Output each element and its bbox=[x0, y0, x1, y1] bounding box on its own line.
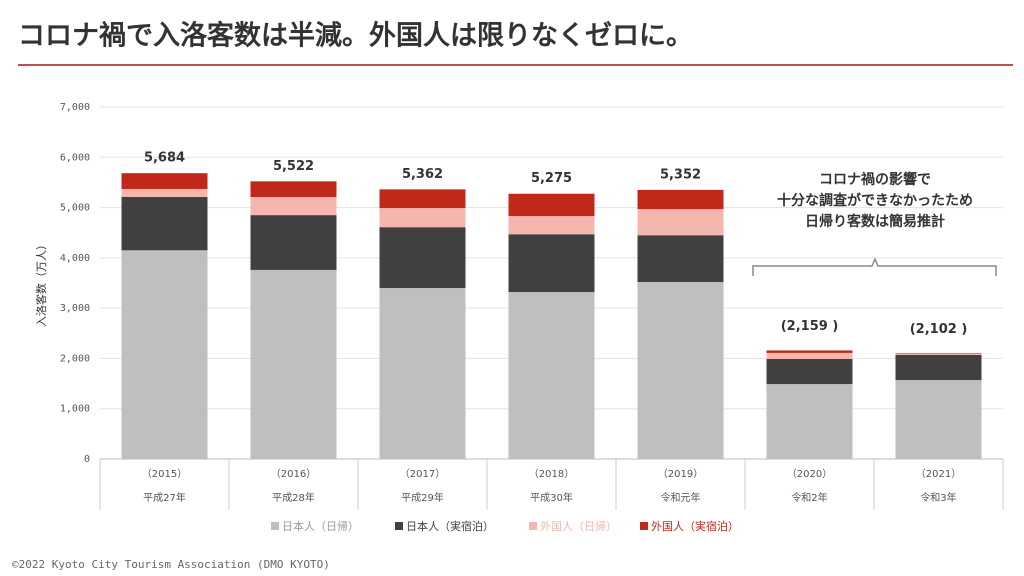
total-label: 5,275 bbox=[531, 171, 572, 186]
bar-segment bbox=[379, 288, 466, 459]
x-tick-label: （2021） bbox=[916, 468, 961, 480]
bar-segment bbox=[121, 197, 208, 251]
bar-segment bbox=[766, 350, 853, 353]
total-label: (2,159 ) bbox=[781, 319, 839, 334]
legend-label: 外国人（実宿泊） bbox=[651, 519, 739, 533]
bar-segment bbox=[766, 384, 853, 459]
y-tick-label: 5,000 bbox=[60, 203, 90, 214]
y-tick-label: 3,000 bbox=[60, 303, 90, 314]
bar-segment bbox=[250, 269, 337, 459]
x-tick-label: （2019） bbox=[658, 468, 703, 480]
annotation: 日帰り客数は簡易推計 bbox=[805, 213, 945, 230]
bar-segment bbox=[121, 173, 208, 189]
bar-segment bbox=[379, 227, 466, 289]
total-label: 5,522 bbox=[273, 159, 314, 174]
bar-segment bbox=[250, 197, 337, 216]
x-sub-label: 令和3年 bbox=[920, 491, 956, 504]
total-label: (2,102 ) bbox=[910, 322, 968, 337]
legend-swatch bbox=[640, 522, 648, 530]
x-sub-label: 令和元年 bbox=[661, 491, 701, 504]
bar-segment bbox=[250, 181, 337, 198]
x-sub-label: 平成29年 bbox=[401, 491, 444, 504]
legend-label: 日本人（日帰） bbox=[282, 519, 359, 533]
bar-segment bbox=[121, 188, 208, 198]
y-axis-label: 入洛客数（万人） bbox=[34, 239, 48, 327]
x-sub-label: 令和2年 bbox=[791, 491, 827, 504]
legend-swatch bbox=[529, 522, 537, 530]
total-label: 5,352 bbox=[660, 167, 701, 182]
x-sub-label: 平成30年 bbox=[530, 491, 573, 504]
x-tick-label: （2016） bbox=[271, 468, 316, 480]
legend-label: 日本人（実宿泊） bbox=[406, 519, 494, 533]
total-label: 5,362 bbox=[402, 167, 443, 182]
bar-segment bbox=[637, 235, 724, 282]
y-tick-label: 4,000 bbox=[60, 253, 90, 264]
bar-segment bbox=[250, 215, 337, 270]
total-label: 5,684 bbox=[144, 151, 185, 166]
bar-segment bbox=[637, 189, 724, 210]
bar-segment bbox=[766, 352, 853, 359]
x-sub-label: 平成28年 bbox=[272, 491, 315, 504]
bar-segment bbox=[379, 208, 466, 228]
annotation: コロナ禍の影響で bbox=[819, 171, 931, 188]
bar-segment bbox=[895, 380, 982, 459]
legend-swatch bbox=[395, 522, 403, 530]
y-tick-label: 7,000 bbox=[60, 102, 90, 113]
bar-segment bbox=[895, 354, 982, 381]
legend-label: 外国人（日帰） bbox=[540, 520, 617, 533]
y-tick-label: 1,000 bbox=[60, 404, 90, 415]
annotation: 十分な調査ができなかったため bbox=[777, 192, 973, 209]
bar-segment bbox=[508, 193, 595, 217]
x-tick-label: （2017） bbox=[400, 468, 445, 480]
bar-segment bbox=[637, 281, 724, 459]
bar-segment bbox=[508, 234, 595, 293]
x-sub-label: 平成27年 bbox=[143, 491, 186, 504]
legend-swatch bbox=[271, 522, 279, 530]
x-tick-label: （2015） bbox=[142, 468, 187, 480]
y-tick-label: 0 bbox=[84, 454, 90, 465]
footer: ©2022 Kyoto City Tourism Association (DM… bbox=[12, 558, 330, 571]
bar-segment bbox=[766, 358, 853, 385]
brace bbox=[752, 257, 997, 276]
bar-segment bbox=[895, 353, 982, 355]
bar-segment bbox=[508, 216, 595, 235]
bar-segment bbox=[637, 209, 724, 236]
bar-segment bbox=[508, 292, 595, 459]
x-tick-label: （2018） bbox=[529, 468, 574, 480]
y-tick-label: 2,000 bbox=[60, 353, 90, 364]
chart-title: コロナ禍で入洛客数は半減。外国人は限りなくゼロに。 bbox=[18, 20, 693, 52]
bar-segment bbox=[121, 250, 208, 459]
y-tick-label: 6,000 bbox=[60, 152, 90, 163]
x-tick-label: （2020） bbox=[787, 468, 832, 480]
bar-segment bbox=[379, 189, 466, 209]
bar-segment bbox=[895, 353, 982, 354]
